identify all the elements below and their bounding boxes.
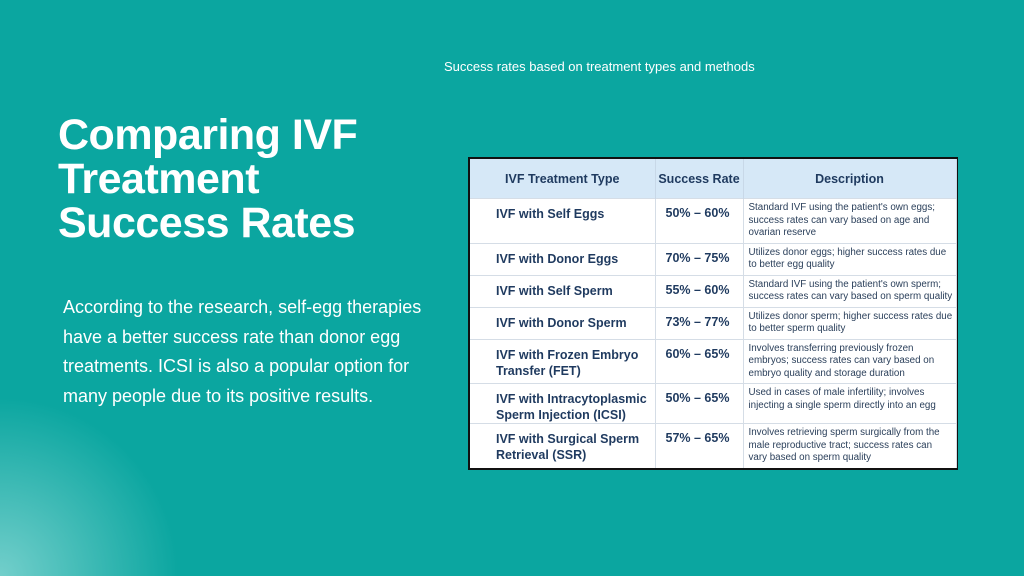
page-title: Comparing IVF Treatment Success Rates [58, 111, 358, 247]
description: Involves retrieving sperm surgically fro… [743, 423, 957, 468]
description: Standard IVF using the patient's own egg… [743, 198, 957, 243]
description-line: injecting a single sperm directly into a… [748, 399, 936, 411]
treatment-type: IVF with Self Sperm [470, 274, 656, 307]
treatment-type: IVF with Frozen Embryo Transfer (FET) [470, 338, 656, 384]
description-line: the male reproductive tract; success rat… [748, 427, 940, 451]
title-line: Success Rates [58, 199, 356, 247]
title-line: Comparing IVF [58, 111, 358, 159]
table-row: IVF with Self Sperm 55% – 60% Standard I… [470, 274, 957, 307]
description: Utilizes donor sperm; higher success rat… [743, 306, 957, 339]
description-line: embryos; success rates can vary based on [748, 355, 935, 366]
description-line: due to better egg quality [748, 246, 947, 271]
description-line: Involves transferring previously frozen [748, 342, 914, 354]
table-row: IVF with Intracytoplasmic Sperm Injectio… [470, 383, 957, 424]
treatment-type: IVF with Donor Sperm [470, 306, 656, 339]
treatment-type: IVF with Intracytoplasmic Sperm Injectio… [470, 383, 656, 424]
header-rate: Success Rate [655, 159, 744, 199]
success-rate: 55% – 60% [655, 274, 744, 307]
success-rate: 73% – 77% [655, 306, 744, 339]
body-text: According to the research, self-egg ther… [63, 297, 422, 406]
table-row: IVF with Donor Sperm 73% – 77% Utilizes … [470, 306, 957, 339]
description-line: embryo quality and storage duration [748, 367, 905, 379]
table-caption: Success rates based on treatment types a… [444, 59, 755, 74]
description-line: Used in cases of male infertility; invol… [748, 387, 925, 398]
success-rate: 57% – 65% [655, 423, 744, 468]
treatment-type: IVF with Self Eggs [470, 198, 656, 243]
treatment-type: IVF with Donor Eggs [470, 242, 656, 275]
success-rate: 50% – 60% [655, 198, 744, 243]
table-row: IVF with Surgical Sperm Retrieval (SSR) … [470, 423, 957, 468]
description-line: due to better sperm quality [748, 310, 953, 335]
table-header-row: IVF Treatment Type Success Rate Descript… [470, 159, 957, 199]
success-rate: 70% – 75% [655, 242, 744, 275]
success-rate: 60% – 65% [655, 338, 744, 384]
description: Standard IVF using the patient's own spe… [743, 274, 957, 307]
description-line: Utilizes donor sperm; higher success rat… [748, 310, 934, 322]
table-row: IVF with Donor Eggs 70% – 75% Utilizes d… [470, 242, 957, 275]
header-type: IVF Treatment Type [470, 159, 656, 199]
description: Utilizes donor eggs; higher success rate… [743, 242, 957, 275]
decorative-glow [0, 396, 180, 576]
description-line: ovarian reserve [748, 227, 817, 238]
description: Involves transferring previously frozen … [743, 338, 957, 384]
description-line: can vary based on sperm quality [748, 439, 933, 464]
description-line: success rates can vary based on sperm [748, 291, 922, 302]
description-line: success rates can vary based on age and [748, 214, 930, 226]
treatment-type: IVF with Surgical Sperm Retrieval (SSR) [470, 423, 656, 468]
success-rate-table: IVF Treatment Type Success Rate Descript… [468, 157, 958, 470]
description-line: Standard IVF using the patient's own egg… [748, 202, 936, 213]
description-line: Standard IVF using the patient's own spe… [748, 278, 941, 290]
description-line: Involves retrieving sperm surgically fro… [748, 427, 924, 438]
header-description: Description [743, 159, 957, 199]
description: Used in cases of male infertility; invol… [743, 383, 957, 424]
description-line: Utilizes donor eggs; higher success rate… [748, 246, 928, 258]
table-row: IVF with Self Eggs 50% – 60% Standard IV… [470, 198, 957, 243]
success-rate: 50% – 65% [655, 383, 744, 424]
description-line: quality [923, 291, 953, 302]
title-line: Treatment [58, 155, 260, 203]
table-row: IVF with Frozen Embryo Transfer (FET) 60… [470, 338, 957, 384]
